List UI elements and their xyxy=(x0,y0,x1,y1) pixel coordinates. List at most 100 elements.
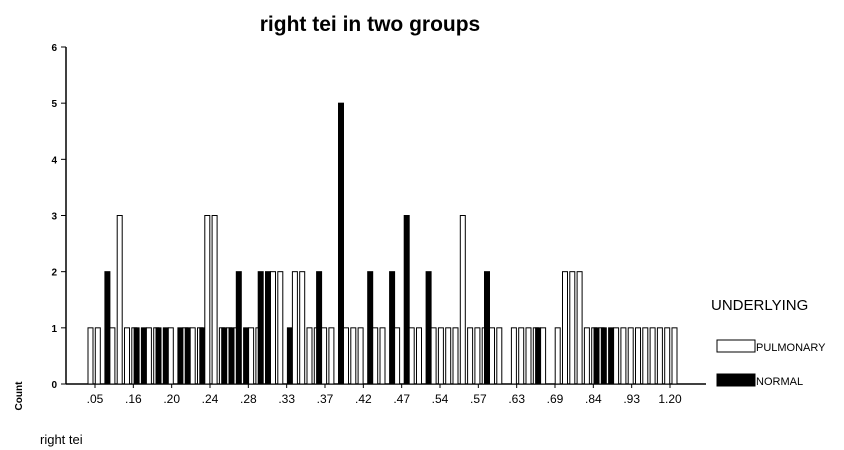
bar-normal xyxy=(338,102,344,385)
bar-pulmonary xyxy=(576,271,583,385)
x-tick-label: .63 xyxy=(508,392,525,406)
bar-pulmonary xyxy=(627,327,634,385)
x-tick-label: .69 xyxy=(547,392,564,406)
bar-pulmonary xyxy=(116,215,123,385)
bar-normal xyxy=(104,271,111,385)
y-axis-label: Count xyxy=(14,381,25,411)
x-tick-label: .37 xyxy=(317,392,334,406)
bar-normal xyxy=(221,327,228,385)
bar-normal xyxy=(403,215,410,385)
bar-pulmonary xyxy=(496,327,503,385)
y-tick-label: 4 xyxy=(51,155,57,166)
bar-normal xyxy=(593,327,600,385)
bar-pulmonary xyxy=(211,215,218,385)
bar-pulmonary xyxy=(291,271,298,385)
bar-normal xyxy=(243,327,250,385)
x-tick-label: .54 xyxy=(432,392,449,406)
bar-pulmonary xyxy=(328,327,335,385)
bar-normal xyxy=(133,327,140,385)
y-tick-label: 5 xyxy=(51,99,57,110)
bar-normal xyxy=(140,327,147,385)
bar-pulmonary xyxy=(430,327,437,385)
bar-pulmonary xyxy=(357,327,364,385)
bar-pulmonary xyxy=(569,271,576,385)
bar-normal xyxy=(228,327,235,385)
legend-swatch-pulmonary xyxy=(716,339,756,353)
x-tick-label: .24 xyxy=(202,392,219,406)
y-tick-label: 1 xyxy=(51,324,57,335)
bar-pulmonary xyxy=(306,327,313,385)
bar-pulmonary xyxy=(489,327,495,385)
bar-pulmonary xyxy=(124,327,130,385)
y-tick-label: 6 xyxy=(51,43,57,54)
y-tick-label: 0 xyxy=(51,380,57,391)
bar-pulmonary xyxy=(540,327,547,385)
bar-pulmonary xyxy=(518,327,525,385)
legend: UNDERLYING PULMONARY NORMAL xyxy=(711,297,826,388)
bar-pulmonary xyxy=(350,327,357,385)
bar-pulmonary xyxy=(167,327,174,385)
bar-normal xyxy=(535,327,542,385)
bar-pulmonary xyxy=(416,327,422,385)
bar-pulmonary xyxy=(671,327,678,385)
bar-pulmonary xyxy=(642,327,649,385)
bars xyxy=(87,102,678,385)
y-tick-label: 2 xyxy=(51,268,57,279)
bar-normal xyxy=(177,327,184,385)
bar-pulmonary xyxy=(467,327,474,385)
bar-pulmonary xyxy=(635,327,641,385)
bar-normal xyxy=(184,327,191,385)
x-tick-label: .57 xyxy=(470,392,487,406)
bar-normal xyxy=(199,327,206,385)
legend-label-normal: NORMAL xyxy=(756,376,803,388)
bar-normal xyxy=(265,271,271,385)
bar-pulmonary xyxy=(445,327,452,385)
chart-title: right tei in two groups xyxy=(260,13,480,36)
bar-pulmonary xyxy=(459,215,466,385)
legend-label-pulmonary: PULMONARY xyxy=(756,342,826,354)
bar-normal xyxy=(235,271,242,385)
bar-pulmonary xyxy=(408,327,415,385)
x-axis-label: right tei xyxy=(40,432,83,447)
bar-normal xyxy=(389,271,396,385)
bar-pulmonary xyxy=(554,327,561,385)
bar-pulmonary xyxy=(583,327,590,385)
bar-pulmonary xyxy=(510,327,517,385)
bar-pulmonary xyxy=(372,327,379,385)
y-axis: 0 1 2 3 4 5 6 xyxy=(51,43,67,391)
bar-pulmonary xyxy=(87,327,94,385)
bar-pulmonary xyxy=(277,271,284,385)
bar-normal xyxy=(155,327,162,385)
x-tick-label: .28 xyxy=(240,392,257,406)
x-tick-label: 1.20 xyxy=(658,392,682,406)
legend-title: UNDERLYING xyxy=(711,297,808,314)
bar-normal xyxy=(316,271,323,385)
bar-normal xyxy=(367,271,374,385)
bar-pulmonary xyxy=(474,327,481,385)
bar-normal xyxy=(286,327,293,385)
bar-pulmonary xyxy=(394,327,401,385)
bar-pulmonary xyxy=(620,327,627,385)
bar-normal xyxy=(425,271,432,385)
x-tick-label: .20 xyxy=(163,392,180,406)
bar-pulmonary xyxy=(270,271,276,385)
x-tick-label: .05 xyxy=(87,392,104,406)
bar-pulmonary xyxy=(145,327,152,385)
bar-pulmonary xyxy=(664,327,671,385)
bar-pulmonary xyxy=(649,327,656,385)
bar-normal xyxy=(162,327,169,385)
bar-pulmonary xyxy=(321,327,328,385)
bar-pulmonary xyxy=(204,215,211,385)
x-tick-label: .93 xyxy=(623,392,640,406)
x-tick-label: .84 xyxy=(585,392,602,406)
bar-pulmonary xyxy=(562,271,568,385)
x-tick-labels: .05 .16 .20 .24 .28 .33 .37 .42 .47 .54 .57 .63 .69.… xyxy=(87,384,682,406)
x-tick-label: .16 xyxy=(125,392,142,406)
bar-normal xyxy=(257,271,264,385)
bar-normal xyxy=(484,271,490,385)
y-tick-label: 3 xyxy=(51,212,57,223)
x-tick-label: .47 xyxy=(393,392,410,406)
bar-pulmonary xyxy=(94,327,101,385)
bar-pulmonary xyxy=(299,271,306,385)
